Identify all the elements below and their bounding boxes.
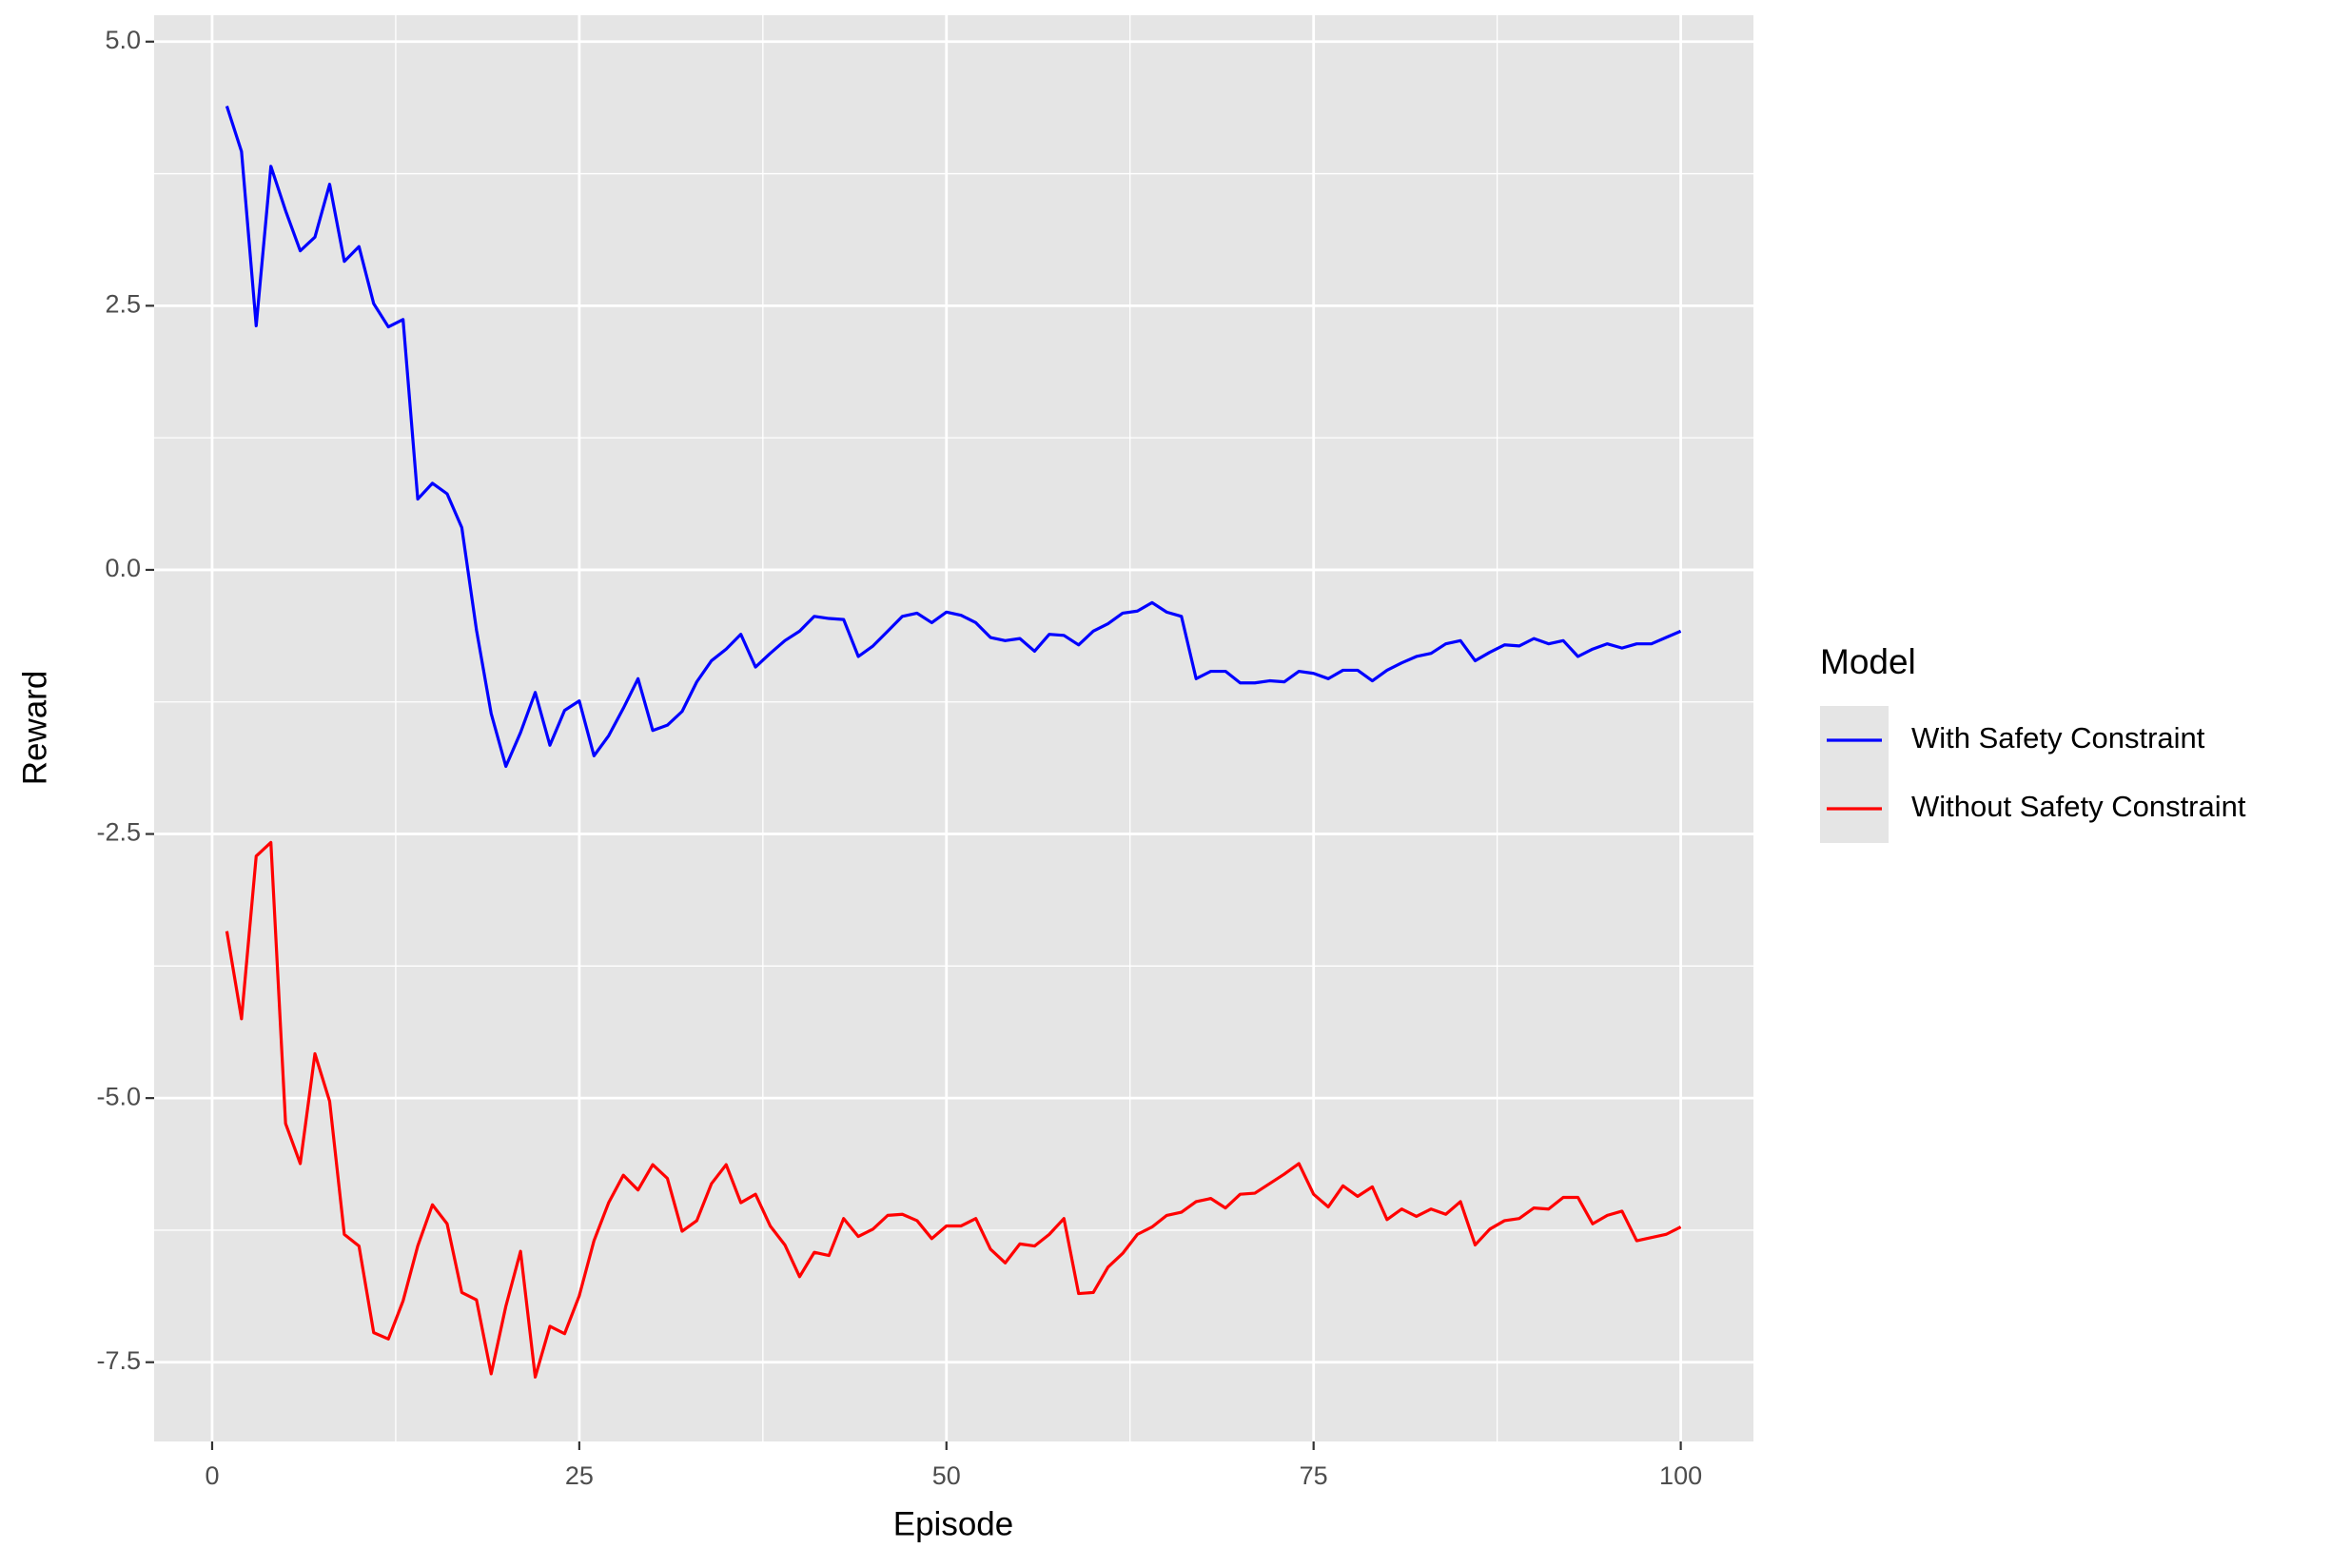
x-tick-label: 0	[205, 1461, 219, 1490]
x-axis-title: Episode	[893, 1505, 1013, 1542]
y-tick-label: -2.5	[96, 818, 141, 847]
y-tick-label: 2.5	[105, 289, 141, 318]
y-tick-label: 5.0	[105, 26, 141, 54]
legend-label: With Safety Constraint	[1911, 721, 2205, 755]
y-tick-label: -7.5	[96, 1346, 141, 1375]
data-line	[225, 105, 1682, 769]
legend-title: Model	[1820, 642, 1916, 681]
x-tick-label: 100	[1659, 1461, 1702, 1490]
x-tick-label: 75	[1300, 1461, 1328, 1490]
y-tick-label: 0.0	[105, 554, 141, 582]
legend-label: Without Safety Constraint	[1911, 790, 2246, 823]
y-tick-label: -5.0	[96, 1082, 141, 1110]
x-tick-label: 25	[565, 1461, 594, 1490]
plot-panel	[154, 15, 1753, 1441]
data-line	[225, 840, 1682, 1379]
x-tick-label: 50	[932, 1461, 961, 1490]
y-axis-title: Reward	[16, 671, 53, 786]
